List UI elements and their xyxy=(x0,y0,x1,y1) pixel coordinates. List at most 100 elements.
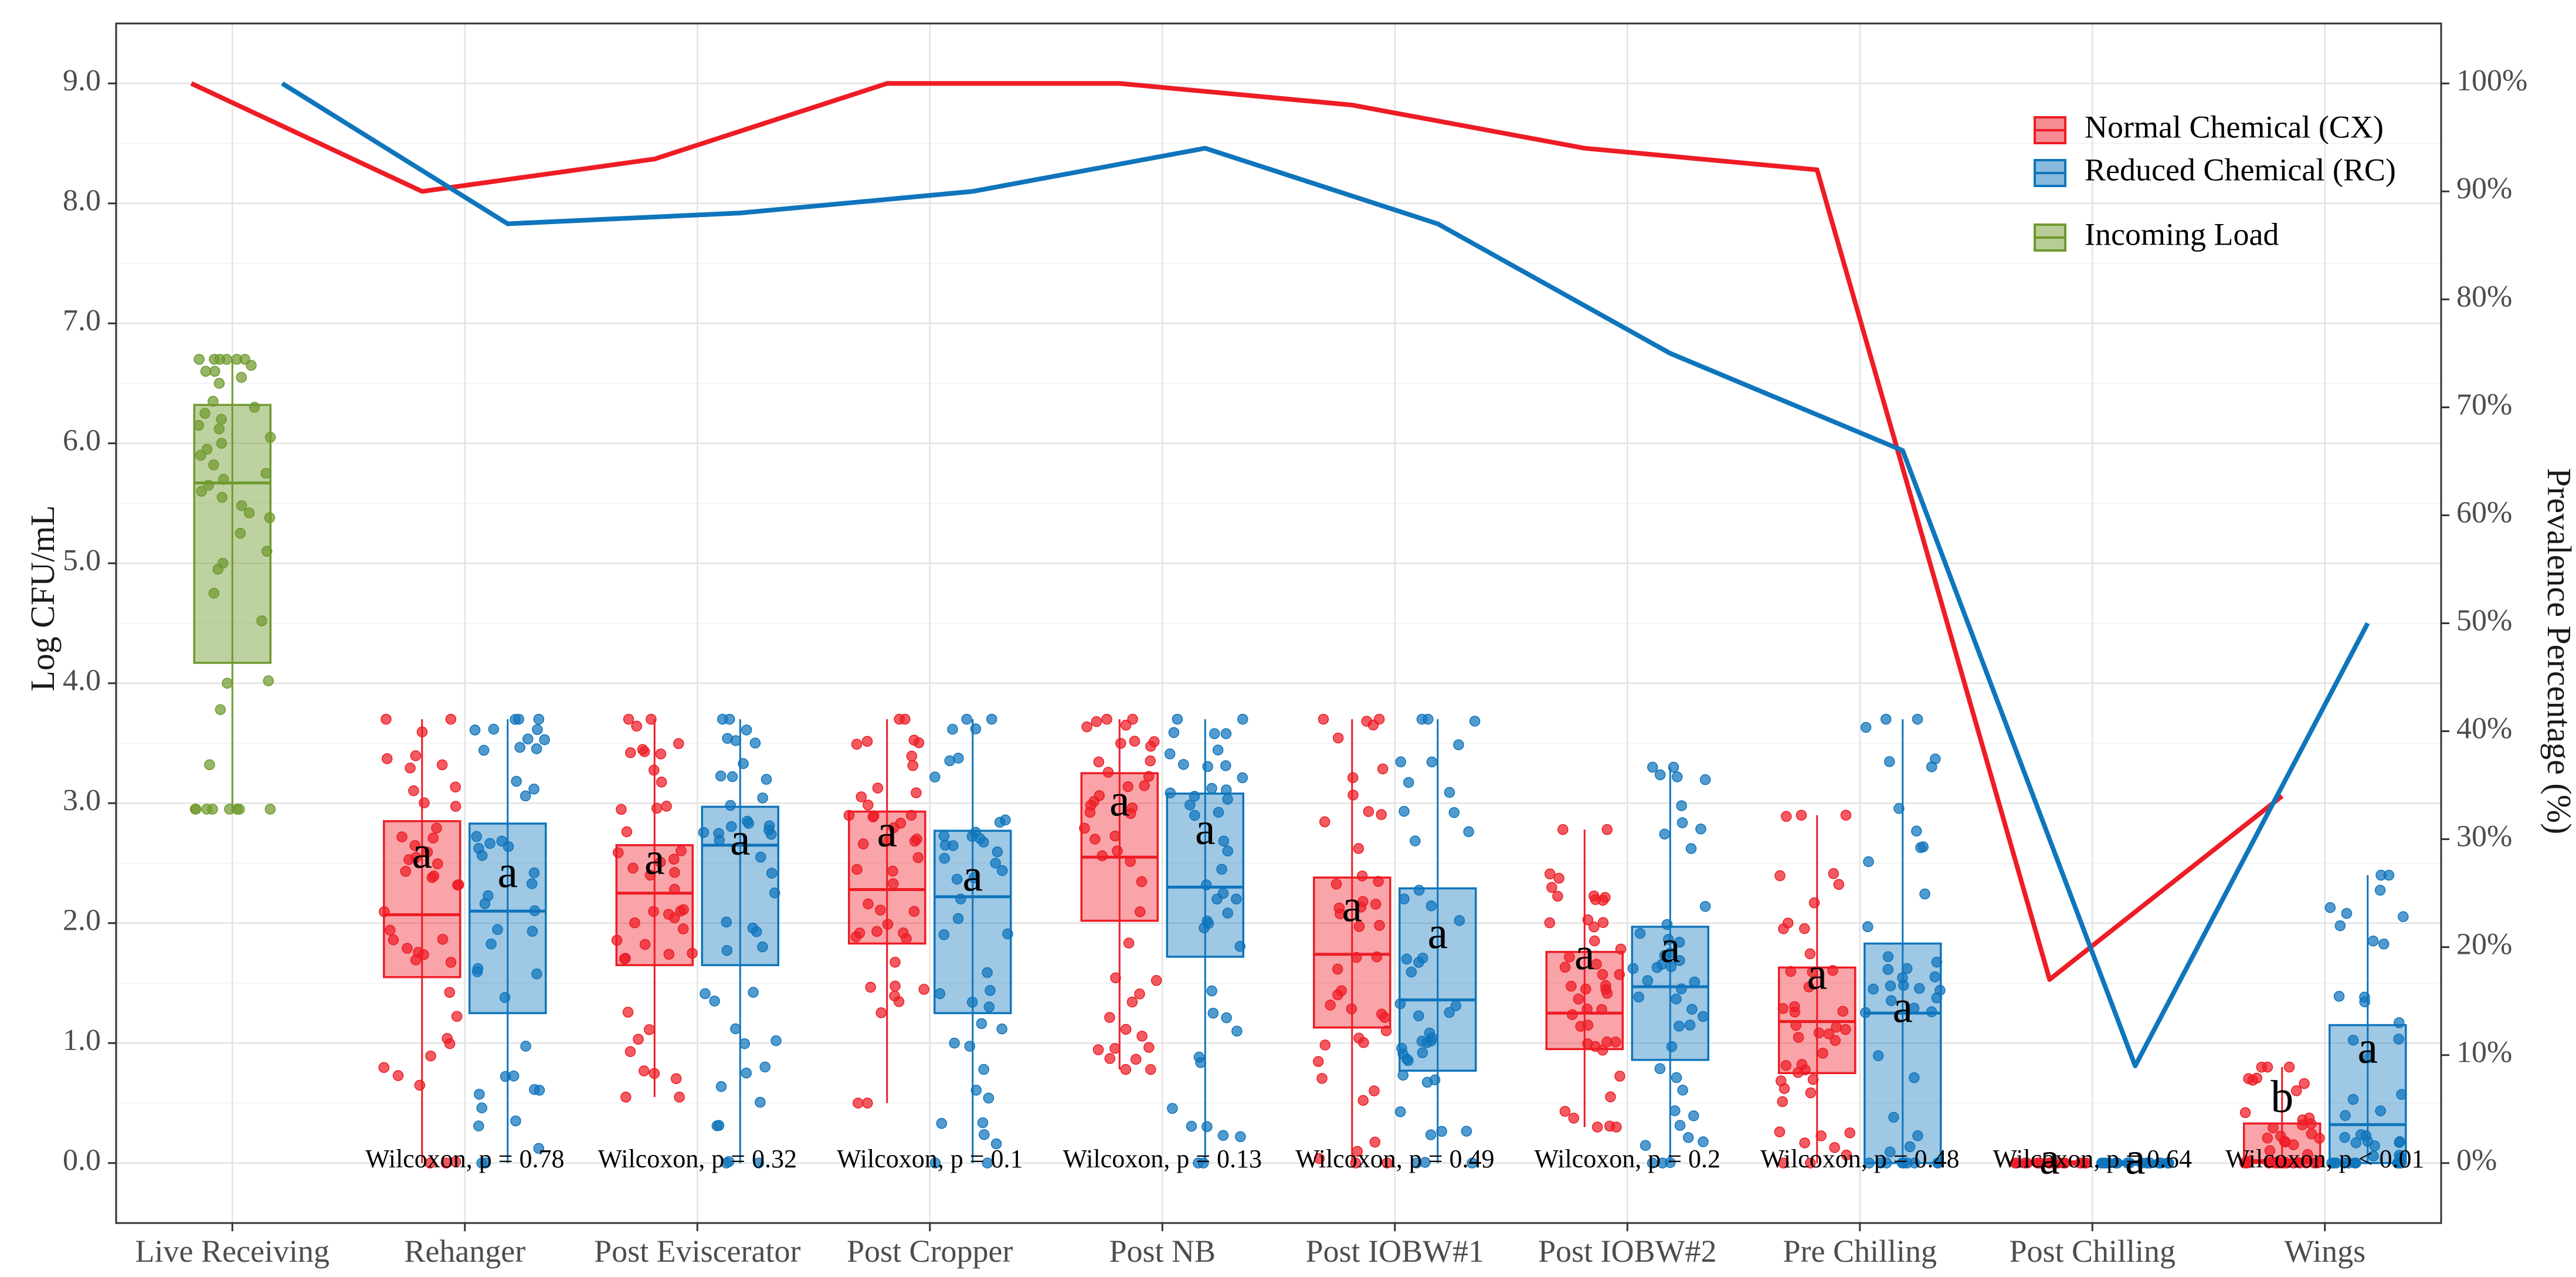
data-point xyxy=(1136,876,1148,888)
data-point xyxy=(1882,951,1894,963)
data-point xyxy=(2241,1157,2253,1168)
data-point xyxy=(500,1071,511,1082)
data-point xyxy=(1120,1024,1132,1035)
data-point xyxy=(1115,737,1126,749)
data-point xyxy=(761,774,772,785)
data-point xyxy=(976,1018,987,1029)
data-point xyxy=(1656,958,1668,970)
y-axis-label-right: Prevalence Percentage (%) xyxy=(2540,468,2576,835)
data-point xyxy=(1929,971,1941,983)
data-point xyxy=(469,724,481,736)
data-point xyxy=(982,1157,993,1168)
data-point xyxy=(1815,1130,1827,1141)
data-point xyxy=(1376,809,1387,820)
data-point xyxy=(1591,958,1602,970)
data-point xyxy=(983,1001,995,1012)
data-point xyxy=(2283,1061,2295,1073)
data-point xyxy=(1830,1035,1841,1046)
data-point xyxy=(526,878,538,889)
data-point xyxy=(1172,713,1183,725)
data-point xyxy=(1237,713,1248,725)
data-point xyxy=(1369,1136,1381,1148)
data-point xyxy=(863,800,874,811)
data-point xyxy=(1882,964,1894,975)
x-tick-label: Wings xyxy=(2284,1234,2365,1269)
data-point xyxy=(1677,1085,1688,1096)
data-point xyxy=(444,987,456,998)
y-tick-label-left: 6.0 xyxy=(63,424,101,458)
data-point xyxy=(1793,1032,1804,1043)
data-point xyxy=(436,759,448,771)
data-point xyxy=(1686,1004,1698,1015)
data-point xyxy=(990,1138,1002,1150)
data-point xyxy=(1671,1072,1682,1083)
data-point xyxy=(1092,1044,1104,1055)
data-point xyxy=(1799,1137,1810,1149)
data-point xyxy=(2398,911,2409,922)
significance-letter: a xyxy=(497,846,518,897)
data-point xyxy=(1088,796,1099,807)
data-point xyxy=(763,824,775,836)
data-point xyxy=(663,949,675,960)
data-point xyxy=(867,811,879,822)
data-point xyxy=(625,1046,636,1058)
data-point xyxy=(1081,721,1092,733)
data-point xyxy=(1346,1003,1357,1015)
data-point xyxy=(1193,1157,1204,1168)
data-point xyxy=(1167,1103,1178,1114)
data-point xyxy=(1416,713,1428,725)
data-point xyxy=(899,713,911,725)
data-point xyxy=(1544,868,1556,880)
data-point xyxy=(1817,1048,1828,1059)
data-point xyxy=(725,800,737,811)
data-point xyxy=(2299,1078,2310,1089)
data-point xyxy=(1444,787,1455,798)
data-point xyxy=(1807,1074,1819,1085)
y-tick-label-right: 20% xyxy=(2456,928,2512,961)
data-point xyxy=(263,675,274,686)
data-point xyxy=(200,365,212,377)
data-point xyxy=(755,851,766,863)
data-point xyxy=(193,419,204,431)
data-point xyxy=(1689,976,1700,988)
data-point xyxy=(1355,902,1367,913)
data-point xyxy=(451,1011,463,1022)
data-point xyxy=(982,967,993,978)
data-point xyxy=(531,743,542,754)
y-tick-label-right: 50% xyxy=(2456,604,2512,637)
data-point xyxy=(1698,1136,1709,1147)
data-point xyxy=(616,804,627,815)
y-tick-label-left: 4.0 xyxy=(63,664,101,697)
data-point xyxy=(209,354,220,365)
data-point xyxy=(1863,856,1874,868)
data-point xyxy=(1552,890,1563,902)
data-point xyxy=(887,878,899,889)
data-point xyxy=(911,787,922,798)
data-point xyxy=(1371,951,1383,963)
data-point xyxy=(419,797,430,808)
data-point xyxy=(1222,845,1233,857)
y-tick-label-right: 10% xyxy=(2456,1036,2512,1069)
data-point xyxy=(1901,963,1913,974)
data-point xyxy=(2360,1130,2371,1141)
y-tick-label-right: 40% xyxy=(2456,712,2512,745)
data-point xyxy=(741,1068,752,1079)
data-point xyxy=(414,1079,426,1091)
data-point xyxy=(432,858,443,869)
data-point xyxy=(990,858,1002,869)
data-point xyxy=(216,438,228,449)
data-point xyxy=(216,414,227,425)
data-point xyxy=(1209,728,1220,740)
data-point xyxy=(2378,939,2390,950)
data-point xyxy=(1671,771,1683,783)
data-point xyxy=(1373,876,1384,887)
data-point xyxy=(1186,1120,1197,1132)
data-point xyxy=(1647,761,1658,773)
data-point xyxy=(1421,1037,1433,1048)
data-point xyxy=(1397,1069,1409,1081)
data-point xyxy=(1399,893,1410,905)
data-point xyxy=(1394,998,1406,1010)
data-point xyxy=(194,354,205,365)
data-point xyxy=(1605,1091,1616,1103)
data-point xyxy=(474,1089,485,1100)
